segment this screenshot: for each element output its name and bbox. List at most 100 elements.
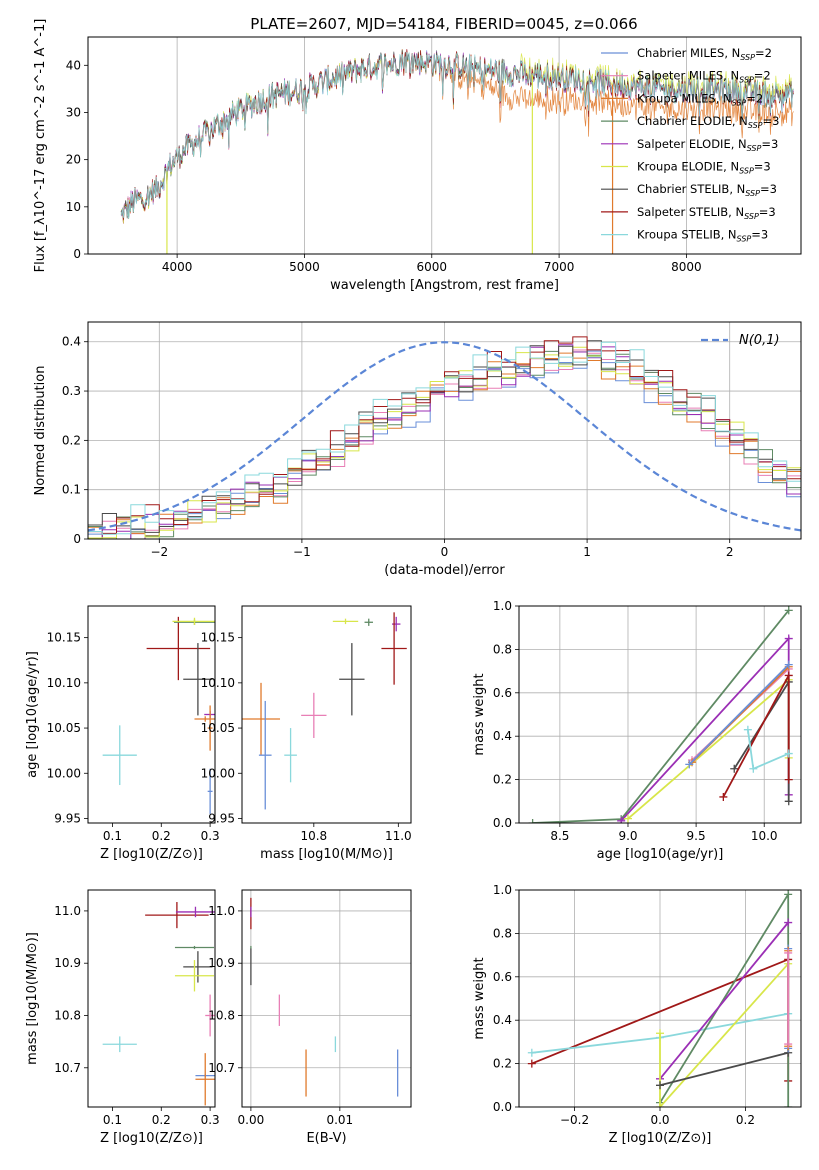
weight-marker (743, 725, 752, 734)
legend-entry: Salpeter MILES, NSSP=2 (637, 69, 771, 85)
legend-entry: Salpeter STELIB, NSSP=3 (637, 205, 776, 221)
spectrum-plot-area (120, 49, 794, 254)
figure-title: PLATE=2607, MJD=54184, FIBERID=0045, z=0… (250, 15, 637, 33)
y-tick-label: 40 (66, 58, 81, 72)
y-tick-label: 10.10 (201, 676, 235, 690)
x-tick-label: 0.2 (152, 1113, 171, 1127)
y-tick-label: 1.0 (493, 883, 512, 897)
weight-marker (784, 918, 793, 927)
x-tick-label: 9.5 (687, 829, 706, 843)
y-axis-label: mass weight (472, 673, 487, 755)
x-tick-label: 6000 (416, 260, 447, 274)
x-tick-label: 9.0 (618, 829, 637, 843)
x-tick-label: −1 (293, 545, 311, 559)
weight-marker (749, 764, 758, 773)
x-tick-label: 11.0 (385, 829, 412, 843)
age_vs_Z-plot-area (102, 616, 215, 814)
weight-marker (784, 671, 793, 680)
mass_vs_Z-plot-area (102, 902, 215, 1106)
weight-marker (784, 948, 793, 957)
weight_vs_Z-plot-area (527, 890, 793, 1107)
y-tick-label: 10.05 (201, 721, 235, 735)
age_vs_mass-panel: 10.8 11.0 9.95 10.00 10.05 10.10 10.15 mass [lo… (201, 605, 412, 862)
y-tick-label: 9.95 (54, 811, 81, 825)
weight-line (659, 963, 789, 1107)
y-axis-label: age [log10(age/yr)] (25, 651, 40, 778)
y-tick-label: 10 (66, 200, 81, 214)
y-tick-label: 0 (73, 532, 81, 546)
legend-entry: Kroupa STELIB, NSSP=3 (637, 228, 768, 244)
x-axis-label: (data-model)/error (384, 563, 505, 578)
weight-marker (784, 749, 793, 758)
y-tick-label: 9.95 (208, 811, 235, 825)
legend-entry: Kroupa MILES, NSSP=2 (637, 91, 763, 107)
weight-marker (656, 1103, 664, 1107)
weight-marker (784, 1103, 793, 1107)
spectrum-panel: 4000 5000 6000 7000 8000 0 10 20 30 40 wavelength … (33, 19, 802, 293)
y-tick-label: 30 (66, 105, 81, 119)
y-tick-label: 0.6 (493, 970, 512, 984)
legend-entry: Chabrier MILES, NSSP=2 (637, 46, 772, 62)
mass_vs_EBV-panel: 0.00 0.01 10.7 10.8 10.9 11.0 E(B-V) (208, 889, 412, 1146)
y-tick-label: 0.2 (493, 1057, 512, 1071)
y-tick-label: 10.15 (47, 631, 81, 645)
x-axis-label: Z [log10(Z/Z⊙)] (100, 1131, 203, 1146)
x-tick-label: −2 (150, 545, 168, 559)
weight-marker (784, 634, 793, 643)
axes-frame (87, 36, 802, 255)
weight-marker (685, 760, 694, 769)
y-tick-label: 10.00 (47, 766, 81, 780)
age_vs_Z-panel: 0.1 0.2 0.3 9.95 10.00 10.05 10.10 10.15 Z [log1… (25, 605, 220, 862)
x-tick-label: 0.2 (736, 1113, 755, 1127)
age_vs_mass-plot-area (242, 612, 407, 810)
weight-marker (784, 1040, 793, 1049)
mass_vs_Z-panel: 0.1 0.2 0.3 10.7 10.8 10.9 11.0 Z [log10(Z/Z⊙)]… (25, 889, 220, 1146)
x-tick-label: 0.1 (103, 1113, 122, 1127)
weight_vs_Z-panel: −0.2 0.0 0.2 0.0 0.2 0.4 0.6 0.8 1.0 Z [log10(Z/Z… (472, 883, 802, 1146)
x-tick-label: 4000 (162, 260, 193, 274)
weight-marker (719, 792, 728, 801)
y-tick-label: 10.7 (54, 1061, 81, 1075)
weight-marker (527, 1048, 536, 1057)
legend-entry: Chabrier ELODIE, NSSP=3 (637, 114, 779, 130)
weight_vs_age-panel: 8.5 9.0 9.5 10.0 0.0 0.2 0.4 0.6 0.8 1.0 age [log1… (472, 599, 802, 862)
y-tick-label: 0.4 (493, 1013, 512, 1027)
y-tick-label: 10.8 (208, 1008, 235, 1022)
spectrum-line (120, 51, 794, 219)
y-tick-label: 10.9 (54, 956, 81, 970)
x-tick-label: 10.8 (300, 829, 327, 843)
x-tick-label: 10.0 (751, 829, 778, 843)
x-tick-label: 5000 (289, 260, 320, 274)
weight-marker (784, 660, 793, 669)
weight-marker (784, 606, 793, 615)
residuals-plot-area (88, 336, 801, 539)
x-tick-label: 0.00 (238, 1113, 265, 1127)
y-tick-label: 0.0 (493, 816, 512, 830)
axes-frame (241, 605, 412, 824)
y-tick-label: 10.9 (208, 956, 235, 970)
y-tick-label: 10.00 (201, 766, 235, 780)
y-tick-label: 10.05 (47, 721, 81, 735)
weight-marker (784, 797, 793, 806)
y-tick-label: 0.2 (493, 773, 512, 787)
x-tick-label: 0.3 (201, 1113, 220, 1127)
x-tick-label: 0.0 (650, 1113, 669, 1127)
y-tick-label: 11.0 (54, 904, 81, 918)
y-axis-label: mass [log10(M/M⊙)] (25, 932, 40, 1065)
x-tick-label: 1 (583, 545, 591, 559)
y-tick-label: 0.8 (493, 926, 512, 940)
weight-marker (730, 764, 739, 773)
weight-marker (528, 819, 537, 823)
residual-histogram (88, 341, 801, 535)
y-tick-label: 20 (66, 153, 81, 167)
residual-histogram (88, 336, 801, 534)
x-tick-label: −0.2 (560, 1113, 589, 1127)
axes-frame (87, 889, 216, 1108)
axes-frame (87, 605, 216, 824)
x-tick-label: 8000 (671, 260, 702, 274)
weight-line (733, 678, 790, 802)
weight-marker (656, 1081, 664, 1090)
y-axis-label: mass weight (472, 957, 487, 1039)
weight_vs_age-plot-area (528, 606, 793, 823)
x-axis-label: age [log10(age/yr)] (597, 847, 724, 862)
